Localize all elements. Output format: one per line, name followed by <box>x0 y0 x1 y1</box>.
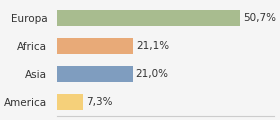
Bar <box>57 10 240 26</box>
Text: 21,0%: 21,0% <box>136 69 169 79</box>
Bar <box>57 94 83 110</box>
Bar <box>57 66 133 82</box>
Text: 21,1%: 21,1% <box>136 41 169 51</box>
Text: 7,3%: 7,3% <box>86 97 113 107</box>
Text: 50,7%: 50,7% <box>243 13 276 23</box>
Bar <box>57 38 133 54</box>
